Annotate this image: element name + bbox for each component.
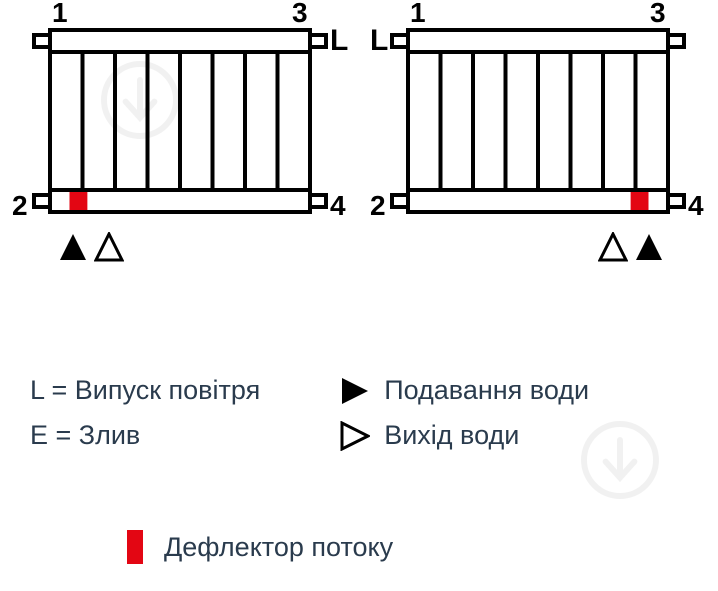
triangle-open-icon bbox=[94, 232, 124, 262]
legend-label: E = Злив bbox=[30, 420, 140, 451]
flow-triangles bbox=[598, 232, 664, 262]
legend-line: E = Злив bbox=[30, 420, 260, 451]
triangle-open-icon bbox=[340, 421, 370, 451]
corner-number: 4 bbox=[330, 190, 346, 222]
corner-number: 1 bbox=[410, 0, 426, 29]
triangle-open-icon bbox=[598, 232, 628, 262]
radiator-right: 1 3 2 4 L bbox=[368, 0, 708, 300]
legend-right-col: Подавання води Вихід води bbox=[340, 375, 589, 451]
legend-left-col: L = Випуск повітря E = Злив bbox=[30, 375, 260, 451]
air-vent-label: L bbox=[370, 24, 388, 58]
legend-deflector: Дефлектор потоку bbox=[120, 530, 393, 564]
corner-number: 1 bbox=[52, 0, 68, 29]
legend-columns: L = Випуск повітря E = Злив Подавання вод… bbox=[30, 375, 690, 451]
diagrams-row: 1324L 1324L bbox=[0, 0, 718, 300]
legend-line: Подавання води bbox=[340, 375, 589, 406]
legend-symbol bbox=[340, 421, 370, 451]
deflector-label: Дефлектор потоку bbox=[164, 532, 393, 563]
legend-label: Вихід води bbox=[384, 420, 519, 451]
corner-number: 3 bbox=[650, 0, 666, 29]
corner-number: 4 bbox=[688, 190, 704, 222]
corner-number: 3 bbox=[292, 0, 308, 29]
legend-line: Вихід води bbox=[340, 420, 589, 451]
flow-triangles bbox=[58, 232, 124, 262]
legend-label: Подавання води bbox=[384, 375, 589, 406]
corner-number: 2 bbox=[370, 190, 386, 222]
legend-symbol bbox=[340, 376, 370, 406]
air-vent-label: L bbox=[330, 24, 348, 58]
legend-line: L = Випуск повітря bbox=[30, 375, 260, 406]
legend: L = Випуск повітря E = Злив Подавання вод… bbox=[30, 375, 690, 451]
legend-label: L = Випуск повітря bbox=[30, 375, 260, 406]
triangle-filled-icon bbox=[58, 232, 88, 262]
triangle-filled-icon bbox=[340, 376, 370, 406]
triangle-filled-icon bbox=[634, 232, 664, 262]
deflector-icon bbox=[120, 530, 150, 564]
corner-number: 2 bbox=[12, 190, 28, 222]
radiator-left: 1 3 2 4 L bbox=[10, 0, 350, 300]
